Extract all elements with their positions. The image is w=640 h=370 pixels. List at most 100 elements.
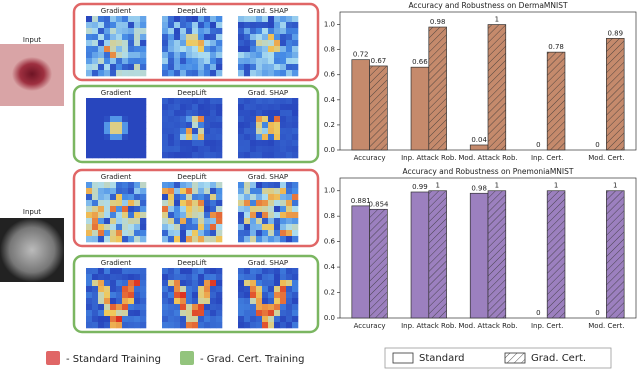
heatmap-cell (140, 188, 147, 195)
heatmap-cell (192, 310, 199, 317)
heatmap-cell (134, 146, 141, 153)
heatmap-cell (216, 268, 223, 275)
heatmap-cell (216, 28, 223, 35)
heatmap-cell (292, 236, 299, 243)
heatmap-cell (86, 152, 93, 159)
heatmap-cell (98, 224, 105, 231)
heatmap-cell (180, 104, 187, 111)
heatmap-cell (122, 230, 129, 237)
heatmap-cell (198, 224, 205, 231)
heatmap-cell (256, 122, 263, 129)
heatmap-cell (134, 316, 141, 323)
heatmap-cell (174, 230, 181, 237)
heatmap-cell (92, 98, 99, 105)
heatmap-cell (110, 292, 117, 299)
heatmap-cell (274, 206, 281, 213)
heatmap-cell (86, 34, 93, 41)
x-tick-label: Mod. Attack Rob. (458, 322, 517, 330)
heatmap-cell (286, 206, 293, 213)
heatmap-cell (180, 292, 187, 299)
heatmap-cell (210, 146, 217, 153)
heatmap-cell (192, 304, 199, 311)
heatmap-cell (198, 322, 205, 329)
heatmap-cell (198, 230, 205, 237)
value-label: 0.881 (351, 197, 371, 205)
heatmap-cell (122, 298, 129, 305)
heatmap-cell (192, 292, 199, 299)
heatmap-cell (204, 140, 211, 147)
heatmap-cell (162, 304, 169, 311)
heatmap-cell (250, 310, 257, 317)
heatmap-cell (162, 34, 169, 41)
heatmap-cell (192, 122, 199, 129)
heatmap-cell (244, 310, 251, 317)
heatmap-cell (174, 292, 181, 299)
heatmap-cell (292, 46, 299, 53)
heatmap-cell (210, 16, 217, 23)
heatmap-cell (216, 16, 223, 23)
heatmap-cell (216, 292, 223, 299)
heatmap-cell (116, 16, 123, 23)
heatmap-cell (116, 286, 123, 293)
heatmap-cell (274, 218, 281, 225)
legend-text: - Grad. Cert. Training (200, 354, 304, 365)
heatmap-cell (86, 310, 93, 317)
heatmap-cell (192, 268, 199, 275)
heatmap-cell (174, 298, 181, 305)
heatmap-cell (180, 52, 187, 59)
heatmap-cell (198, 110, 205, 117)
heatmap-cell (238, 110, 245, 117)
heatmap-cell (192, 316, 199, 323)
heatmap-cell (192, 230, 199, 237)
heatmap-cell (286, 152, 293, 159)
heatmap-cell (128, 218, 135, 225)
heatmap-cell (256, 218, 263, 225)
heatmap-cell (134, 230, 141, 237)
heatmap-cell (162, 212, 169, 219)
heatmap-cell (292, 128, 299, 135)
heatmap-cell (292, 224, 299, 231)
heatmap-cell (128, 230, 135, 237)
heatmap-cell (262, 28, 269, 35)
heatmap-cell (256, 110, 263, 117)
heatmap-cell (286, 212, 293, 219)
heatmap-cell (134, 134, 141, 141)
heatmap-cell (192, 280, 199, 287)
heatmap-cell (250, 58, 257, 65)
heatmap-cell (116, 292, 123, 299)
heatmap-cell (122, 16, 129, 23)
heatmap-cell (162, 116, 169, 123)
heatmap-cell (104, 182, 111, 189)
heatmap-cell (274, 322, 281, 329)
heatmap-cell (262, 268, 269, 275)
heatmap-cell (292, 104, 299, 111)
heatmap-cell (204, 218, 211, 225)
heatmap-cell (140, 16, 147, 23)
heatmap-cell (250, 280, 257, 287)
heatmap-cell (104, 200, 111, 207)
value-label: 1 (435, 182, 439, 190)
heatmap-cell (98, 286, 105, 293)
value-label: 0.98 (471, 184, 487, 192)
legend-swatch (46, 351, 60, 365)
heatmap-cell (198, 274, 205, 281)
x-tick-label: Accuracy (354, 154, 386, 162)
heatmap-cell (86, 304, 93, 311)
heatmap-cell (210, 316, 217, 323)
bar-hatch (547, 52, 565, 150)
heatmap-cell (110, 122, 117, 129)
x-tick-label: Inp. Cert. (531, 322, 563, 330)
heatmap-cell (128, 152, 135, 159)
heatmap-cell (174, 286, 181, 293)
heatmap-cell (198, 188, 205, 195)
heatmap-cell (128, 224, 135, 231)
heatmap-cell (216, 182, 223, 189)
heatmap-cell (280, 70, 287, 77)
heatmap-cell (122, 146, 129, 153)
heatmap-cell (134, 140, 141, 147)
heatmap-cell (122, 236, 129, 243)
y-tick-label: 0.2 (324, 289, 335, 297)
heatmap-cell (238, 16, 245, 23)
heatmap-cell (268, 322, 275, 329)
heatmap-cell (250, 146, 257, 153)
